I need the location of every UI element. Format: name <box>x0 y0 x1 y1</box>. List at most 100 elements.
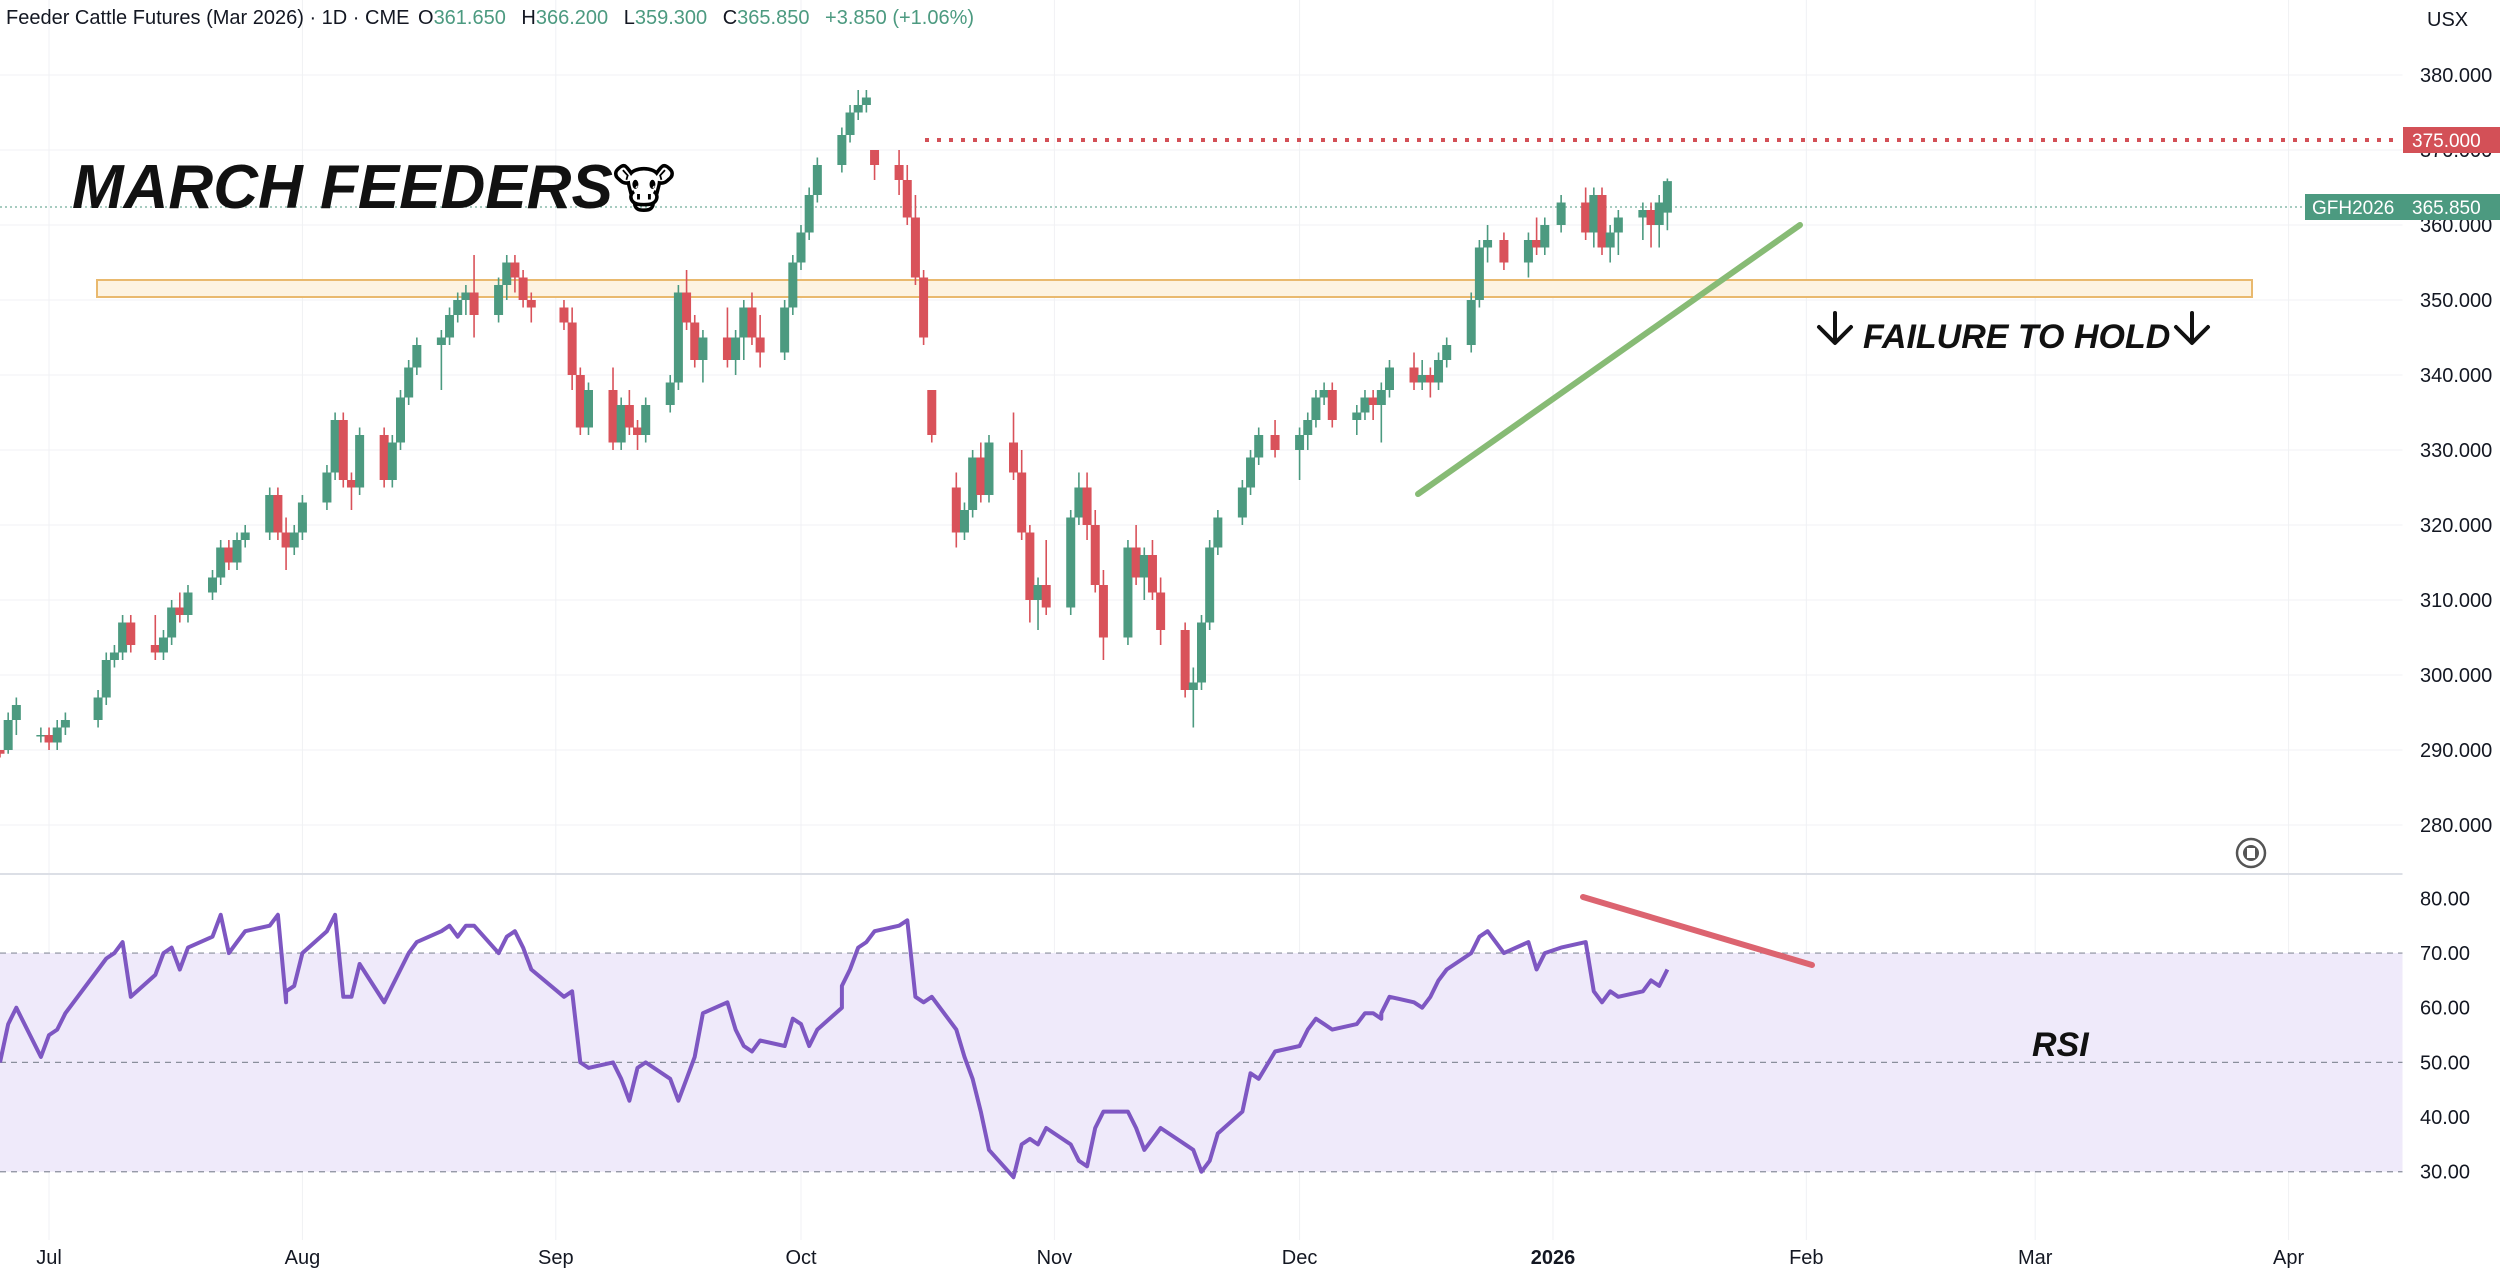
candle[interactable] <box>902 165 912 225</box>
candlestick-series[interactable] <box>0 90 1672 758</box>
candle[interactable] <box>1074 472 1084 526</box>
candle[interactable] <box>1123 540 1133 645</box>
candle[interactable] <box>11 697 21 736</box>
candle[interactable] <box>1352 405 1362 435</box>
rsi-divergence-line[interactable] <box>1580 894 1815 968</box>
candle[interactable] <box>861 90 871 113</box>
rsi-series[interactable] <box>0 912 1670 1180</box>
candle[interactable] <box>682 270 692 330</box>
candle[interactable] <box>224 540 234 570</box>
candle[interactable] <box>453 292 463 323</box>
candle[interactable] <box>616 397 626 451</box>
candle[interactable] <box>0 750 5 758</box>
candle[interactable] <box>1523 232 1533 278</box>
candle[interactable] <box>624 390 634 435</box>
candle[interactable] <box>1017 450 1027 540</box>
candle[interactable] <box>1270 420 1280 458</box>
candle[interactable] <box>959 502 969 541</box>
candle[interactable] <box>1327 382 1337 428</box>
candle[interactable] <box>1581 187 1591 241</box>
support-zone[interactable] <box>96 279 2253 298</box>
candle[interactable] <box>731 330 741 375</box>
candle[interactable] <box>1213 510 1223 555</box>
candle[interactable] <box>796 225 806 270</box>
candle[interactable] <box>1417 360 1427 390</box>
candle[interactable] <box>338 412 348 488</box>
candle[interactable] <box>1237 480 1247 525</box>
candle[interactable] <box>747 292 757 346</box>
candle[interactable] <box>510 255 520 293</box>
candle[interactable] <box>208 570 218 600</box>
candle[interactable] <box>396 390 405 450</box>
candle[interactable] <box>608 367 618 451</box>
candle[interactable] <box>150 615 160 660</box>
candle[interactable] <box>1033 577 1043 631</box>
candle[interactable] <box>1009 412 1019 481</box>
candle[interactable] <box>526 292 536 323</box>
candle[interactable] <box>445 307 455 346</box>
candle[interactable] <box>1376 382 1386 443</box>
candle[interactable] <box>183 585 193 623</box>
candle[interactable] <box>346 472 356 511</box>
candle[interactable] <box>1368 390 1378 420</box>
candle[interactable] <box>1205 540 1215 630</box>
candle[interactable] <box>1556 195 1566 233</box>
candle[interactable] <box>673 285 683 390</box>
candle[interactable] <box>559 300 569 330</box>
candle[interactable] <box>36 727 46 743</box>
candle[interactable] <box>93 690 103 728</box>
candle[interactable] <box>3 712 13 754</box>
candle[interactable] <box>1319 382 1329 406</box>
candle[interactable] <box>633 420 643 450</box>
candle[interactable] <box>1041 540 1051 615</box>
candle[interactable] <box>567 307 577 391</box>
candle[interactable] <box>698 330 708 383</box>
candle[interactable] <box>379 427 389 488</box>
candle[interactable] <box>722 307 732 368</box>
candle[interactable] <box>1311 390 1321 428</box>
candle[interactable] <box>1147 540 1157 600</box>
candle[interactable] <box>175 592 185 623</box>
candle[interactable] <box>780 300 790 360</box>
candle[interactable] <box>1180 622 1190 698</box>
candle[interactable] <box>583 382 593 436</box>
candle[interactable] <box>1360 390 1370 420</box>
candle[interactable] <box>788 255 798 315</box>
candle[interactable] <box>1098 570 1108 660</box>
candle[interactable] <box>118 615 128 660</box>
candle[interactable] <box>436 330 446 390</box>
currency-label[interactable]: USX <box>2427 9 2468 31</box>
candle[interactable] <box>1156 577 1166 646</box>
candle[interactable] <box>126 615 136 653</box>
candle[interactable] <box>158 630 168 660</box>
candle[interactable] <box>804 187 814 241</box>
candle[interactable] <box>870 150 880 180</box>
candle[interactable] <box>845 105 855 143</box>
candle[interactable] <box>575 367 585 436</box>
candle[interactable] <box>1654 195 1664 248</box>
candle[interactable] <box>919 270 929 345</box>
candle[interactable] <box>837 127 847 173</box>
candle[interactable] <box>355 427 365 496</box>
candle[interactable] <box>469 255 479 338</box>
candle[interactable] <box>1131 525 1141 585</box>
candle[interactable] <box>1499 232 1509 271</box>
candle[interactable] <box>1532 217 1542 256</box>
candle[interactable] <box>1303 412 1313 451</box>
candle[interactable] <box>1597 187 1607 256</box>
candle[interactable] <box>739 300 749 360</box>
candle[interactable] <box>322 465 332 510</box>
candle[interactable] <box>1466 292 1476 353</box>
candle[interactable] <box>387 435 397 488</box>
candle[interactable] <box>1589 187 1599 248</box>
candle[interactable] <box>1139 547 1149 601</box>
candle[interactable] <box>232 532 242 571</box>
candle[interactable] <box>1540 217 1550 256</box>
candle[interactable] <box>216 540 226 585</box>
candle[interactable] <box>297 495 307 540</box>
candle[interactable] <box>927 390 937 443</box>
candle[interactable] <box>1025 525 1035 623</box>
candle[interactable] <box>1434 352 1444 391</box>
candle[interactable] <box>1188 667 1198 728</box>
candle[interactable] <box>1474 240 1484 308</box>
